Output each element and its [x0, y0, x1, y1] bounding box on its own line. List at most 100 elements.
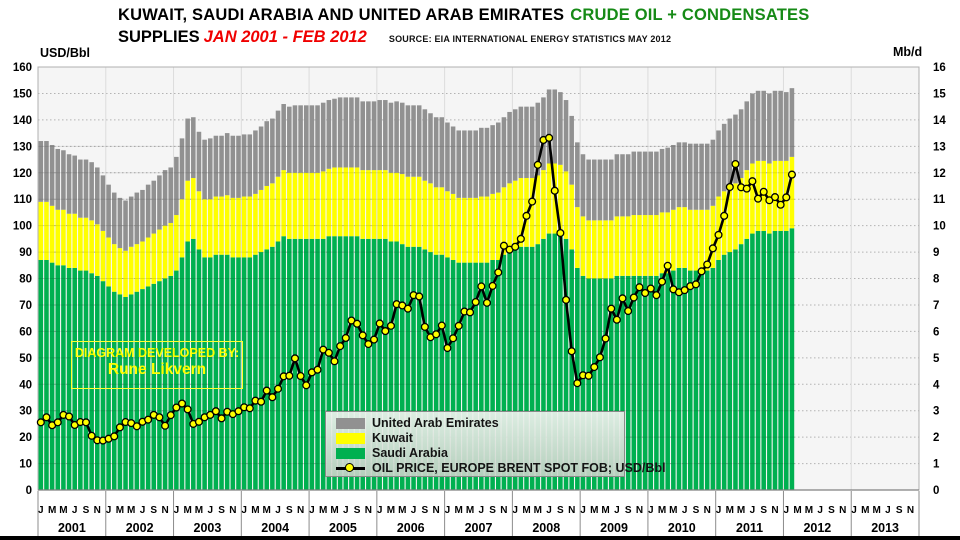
bar-kuwait	[484, 196, 490, 263]
month-tick-label: M	[59, 505, 67, 516]
bar-saudi-arabia	[298, 238, 303, 490]
bar-saudi-arabia	[83, 270, 89, 490]
month-tick-label: N	[636, 505, 643, 516]
month-tick-label: J	[38, 505, 44, 516]
chart-title-line2: SUPPLIES JAN 2001 - FEB 2012 SOURCE: EIA I…	[118, 28, 671, 47]
bar-united-arab-emirates	[162, 170, 168, 226]
bar-saudi-arabia	[315, 238, 320, 490]
bar-united-arab-emirates	[620, 154, 625, 217]
bar-saudi-arabia	[360, 238, 366, 490]
month-tick-label: S	[422, 505, 429, 516]
month-tick-label: J	[174, 505, 180, 516]
oil-price-marker	[787, 170, 796, 179]
oil-price-marker	[166, 411, 175, 420]
bar-kuwait	[450, 193, 456, 260]
bar-kuwait	[123, 250, 128, 298]
oil-price-marker	[172, 403, 181, 412]
oil-price-marker	[257, 397, 266, 406]
month-tick-label: N	[907, 505, 914, 516]
bar-united-arab-emirates	[428, 113, 433, 184]
bar-kuwait	[597, 220, 603, 279]
oil-price-marker	[488, 281, 497, 290]
bar-kuwait	[315, 172, 320, 239]
bar-kuwait	[750, 163, 755, 234]
bar-kuwait	[394, 172, 399, 242]
bar-united-arab-emirates	[625, 154, 631, 217]
oil-price-marker	[663, 261, 672, 270]
oil-price-marker	[499, 241, 508, 250]
bar-saudi-arabia	[750, 233, 755, 490]
bar-kuwait	[704, 209, 710, 271]
bar-saudi-arabia	[671, 270, 676, 490]
bar-kuwait	[761, 160, 766, 231]
bar-saudi-arabia	[275, 241, 281, 490]
month-tick-label: M	[601, 505, 609, 516]
bar-united-arab-emirates	[377, 100, 382, 171]
bar-saudi-arabia	[207, 257, 213, 490]
bar-united-arab-emirates	[366, 101, 371, 171]
oil-price-marker	[313, 365, 322, 374]
bar-united-arab-emirates	[473, 130, 478, 198]
month-tick-label: M	[805, 505, 813, 516]
bar-saudi-arabia	[479, 262, 484, 490]
bar-kuwait	[507, 183, 512, 253]
bar-saudi-arabia	[462, 262, 467, 490]
bar-united-arab-emirates	[614, 154, 620, 217]
oil-price-marker	[81, 418, 91, 427]
bar-saudi-arabia	[704, 270, 710, 490]
bar-united-arab-emirates	[467, 130, 473, 198]
bar-kuwait	[693, 209, 699, 271]
month-tick-label: N	[568, 505, 575, 516]
bar-united-arab-emirates	[597, 159, 603, 221]
bar-kuwait	[230, 197, 236, 258]
bar-kuwait	[479, 196, 484, 263]
bar-saudi-arabia	[174, 270, 179, 490]
left-tick-70: 70	[19, 300, 32, 312]
oil-price-marker	[612, 315, 621, 324]
year-label-2009: 2009	[600, 521, 628, 535]
oil-price-marker	[522, 211, 531, 220]
month-tick-label: M	[398, 505, 406, 516]
bar-saudi-arabia	[456, 262, 462, 490]
bar-saudi-arabia	[512, 249, 518, 490]
oil-price-marker	[511, 242, 520, 251]
bar-saudi-arabia	[688, 270, 693, 490]
oil-price-marker	[759, 187, 768, 196]
bar-united-arab-emirates	[100, 175, 106, 231]
bar-saudi-arabia	[72, 267, 77, 490]
right-tick-3: 3	[933, 406, 939, 418]
bar-united-arab-emirates	[66, 154, 72, 214]
oil-price-marker	[177, 399, 187, 408]
bar-kuwait	[495, 192, 501, 260]
chart-title-main: KUWAIT, SAUDI ARABIA AND UNITED ARAB EMI…	[118, 6, 565, 24]
bar-united-arab-emirates	[253, 130, 258, 194]
bar-united-arab-emirates	[354, 97, 360, 168]
oil-price-marker	[262, 386, 271, 395]
year-label-2006: 2006	[397, 521, 425, 535]
chart-source-note: SOURCE: EIA INTERNATIONAL ENERGY STATIST…	[388, 34, 672, 44]
bar-kuwait	[287, 172, 292, 239]
bar-saudi-arabia	[422, 249, 428, 490]
bar-saudi-arabia	[586, 278, 591, 490]
bar-united-arab-emirates	[128, 196, 134, 247]
bar-kuwait	[66, 213, 72, 268]
bar-kuwait	[608, 220, 614, 279]
month-tick-label: N	[161, 505, 168, 516]
bar-united-arab-emirates	[111, 192, 117, 245]
month-tick-label: M	[319, 505, 327, 516]
year-label-2002: 2002	[126, 521, 154, 535]
oil-price-marker	[369, 335, 379, 344]
legend-label-kuwait: Kuwait	[372, 431, 413, 446]
bar-kuwait	[676, 207, 682, 268]
right-tick-16: 16	[933, 62, 946, 74]
bar-saudi-arabia	[134, 291, 140, 490]
bar-saudi-arabia	[693, 270, 699, 490]
month-tick-label: S	[693, 505, 700, 516]
year-label-2008: 2008	[532, 521, 560, 535]
bar-saudi-arabia	[591, 278, 597, 490]
left-tick-20: 20	[19, 432, 32, 444]
bar-united-arab-emirates	[360, 101, 366, 171]
month-tick-label: M	[183, 505, 191, 516]
bar-kuwait	[72, 213, 77, 268]
